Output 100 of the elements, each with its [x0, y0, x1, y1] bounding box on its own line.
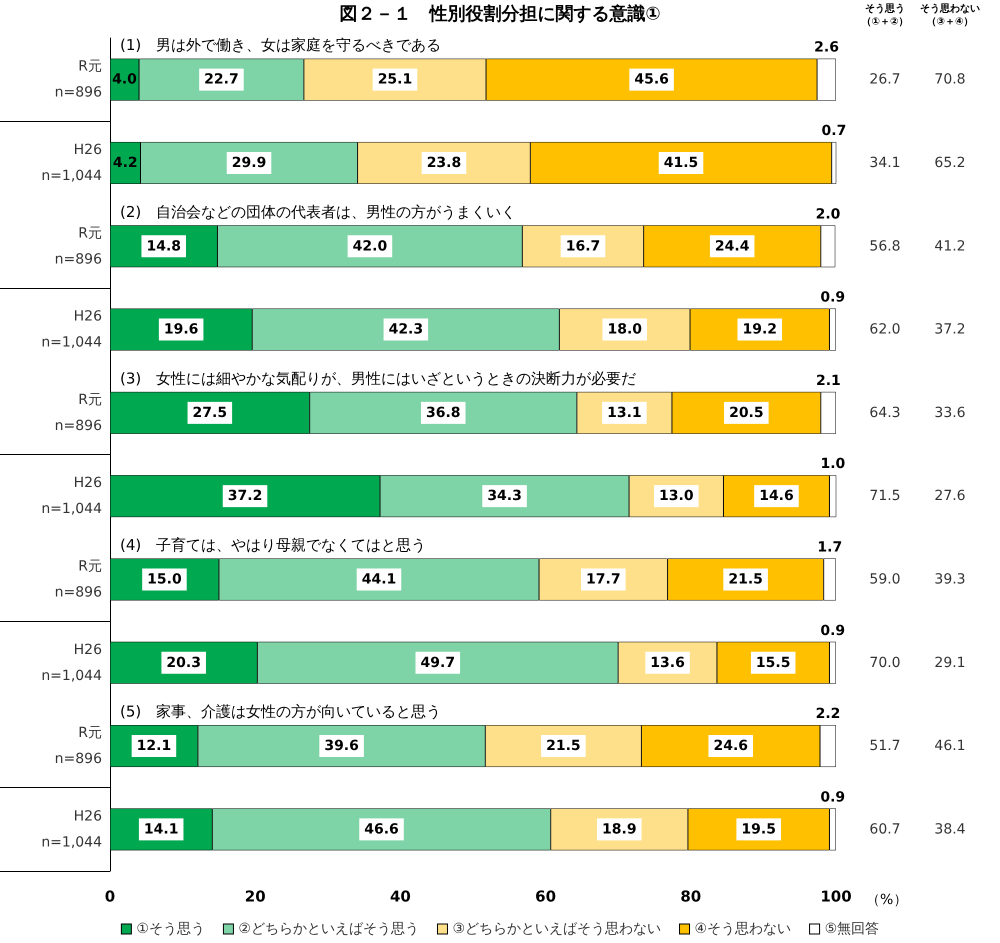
text: （③＋④）: [926, 16, 974, 28]
annotation: (5) 家事、介護は女性の方が向いていると思う: [120, 702, 442, 721]
y-tick-label: H26 n=1,044: [41, 142, 102, 184]
data-label: 23.8: [426, 154, 462, 171]
chart-title: 図２－１ 性別役割分担に関する意識①: [339, 4, 661, 24]
data-label: 18.0: [607, 322, 642, 338]
data-label: 37.2: [228, 488, 262, 504]
data-label: 0.9: [820, 290, 846, 306]
y-tick-label: H26 n=1,044: [41, 308, 102, 351]
x-tick-label: 60: [535, 888, 556, 906]
data-label: 2.1: [816, 372, 841, 389]
data-label: 34.3: [487, 488, 522, 504]
data-label: 13.6: [650, 654, 685, 671]
text: 27.6: [934, 488, 966, 504]
annotation: (3) 女性には細やかな気配りが、男性にはいざというときの決断力が必要だ: [120, 369, 636, 388]
text: 60.7: [869, 821, 901, 838]
data-label: 45.6: [634, 72, 669, 88]
data-label: 46.6: [364, 821, 399, 838]
x-axis-title: （%）: [866, 892, 908, 908]
data-label: 2.6: [814, 40, 839, 56]
y-tick-label: H26 n=1,044: [41, 808, 102, 850]
text: 29.1: [934, 654, 966, 671]
data-label: 15.0: [147, 571, 182, 588]
data-label: 1.0: [820, 456, 846, 472]
data-label: 22.7: [204, 72, 239, 88]
data-label: 24.4: [714, 238, 750, 254]
data-label: 0.7: [822, 122, 846, 139]
data-label: 0.9: [820, 622, 846, 639]
y-tick-label: R元 n=896: [54, 392, 102, 434]
text: 33.6: [934, 404, 966, 421]
data-label: 19.6: [164, 322, 198, 338]
text: 34.1: [869, 154, 901, 171]
data-label: 20.3: [166, 654, 201, 671]
annotation: (2) 自治会などの団体の代表者は、男性の方がうまくいく: [120, 202, 516, 221]
legend-label: ⑤無回答: [824, 921, 880, 937]
legend-label: ①そう思う: [136, 921, 205, 937]
text: 56.8: [869, 238, 901, 254]
data-label: 17.7: [586, 571, 621, 588]
data-label: 4.2: [112, 154, 138, 171]
data-label: 13.0: [659, 488, 694, 504]
y-tick-label: R元 n=896: [54, 725, 102, 768]
data-label: 16.7: [566, 238, 600, 254]
x-tick-label: 80: [680, 888, 702, 906]
annotation: (1) 男は外で働き、女は家庭を守るべきである: [120, 36, 442, 54]
data-label: 19.5: [741, 821, 776, 838]
x-tick-label: 20: [244, 888, 266, 906]
y-tick-label: H26 n=1,044: [41, 475, 102, 518]
data-label: 4.0: [112, 72, 138, 88]
data-label: 27.5: [192, 404, 228, 421]
data-label: 2.0: [816, 206, 841, 222]
data-label: 21.5: [728, 571, 763, 588]
x-tick-label: 100: [820, 888, 852, 906]
y-tick-label: H26 n=1,044: [41, 642, 102, 684]
text: 65.2: [934, 154, 966, 171]
data-label: 14.8: [146, 238, 181, 254]
text: そう思わない: [920, 2, 980, 14]
data-label: 36.8: [426, 404, 461, 421]
annotation: (4) 子育ては、やはり母親でなくてはと思う: [120, 536, 426, 554]
data-label: 44.1: [362, 571, 396, 588]
data-label: 21.5: [546, 738, 581, 754]
text: 46.1: [934, 738, 966, 754]
data-label: 25.1: [378, 72, 412, 88]
y-tick-label: R元 n=896: [54, 558, 102, 600]
y-tick-label: R元 n=896: [54, 225, 102, 268]
text: 64.3: [869, 404, 901, 421]
data-label: 13.1: [607, 404, 642, 421]
text: 38.4: [934, 821, 966, 838]
data-label: 20.5: [729, 404, 764, 421]
data-label: 0.9: [820, 789, 846, 806]
x-tick-label: 40: [390, 888, 411, 906]
text: 39.3: [934, 571, 966, 588]
data-label: 49.7: [420, 654, 456, 671]
legend-label: ②どちらかといえばそう思う: [238, 921, 419, 937]
legend-label: ③どちらかといえばそう思わない: [452, 921, 662, 937]
data-label: 24.6: [713, 738, 748, 754]
data-label: 42.0: [352, 238, 388, 254]
y-tick-label: R元 n=896: [54, 58, 102, 101]
data-label: 18.9: [602, 821, 637, 838]
data-label: 29.9: [232, 154, 266, 171]
data-label: 2.2: [816, 706, 840, 722]
text: 70.0: [869, 654, 901, 671]
text: 62.0: [869, 322, 901, 338]
data-label: 39.6: [324, 738, 359, 754]
text: 41.2: [934, 238, 966, 254]
data-label: 41.5: [664, 154, 698, 171]
x-tick-label: 0: [104, 888, 116, 906]
text: 26.7: [869, 72, 901, 88]
text: 71.5: [869, 488, 901, 504]
data-label: 19.2: [742, 322, 778, 338]
text: 70.8: [934, 72, 966, 88]
data-label: 14.1: [144, 821, 178, 838]
text: 37.2: [934, 322, 966, 338]
text: （①＋②）: [862, 16, 908, 28]
legend-label: ④そう思わない: [694, 921, 792, 937]
text: 51.7: [869, 738, 901, 754]
data-label: 14.6: [759, 488, 794, 504]
text: そう思う: [865, 2, 905, 14]
data-label: 15.5: [756, 654, 790, 671]
data-label: 12.1: [136, 738, 172, 754]
data-label: 42.3: [388, 322, 424, 338]
